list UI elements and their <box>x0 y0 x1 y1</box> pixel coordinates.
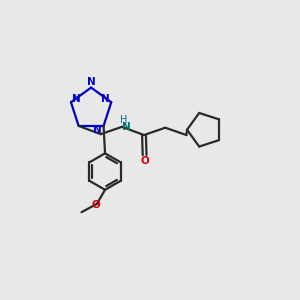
Text: H: H <box>120 115 127 125</box>
Text: N: N <box>72 94 81 104</box>
Text: N: N <box>101 94 110 104</box>
Text: N: N <box>87 77 95 87</box>
Text: O: O <box>92 200 100 210</box>
Text: O: O <box>140 156 149 166</box>
Text: N: N <box>122 122 130 132</box>
Text: N: N <box>93 125 102 135</box>
